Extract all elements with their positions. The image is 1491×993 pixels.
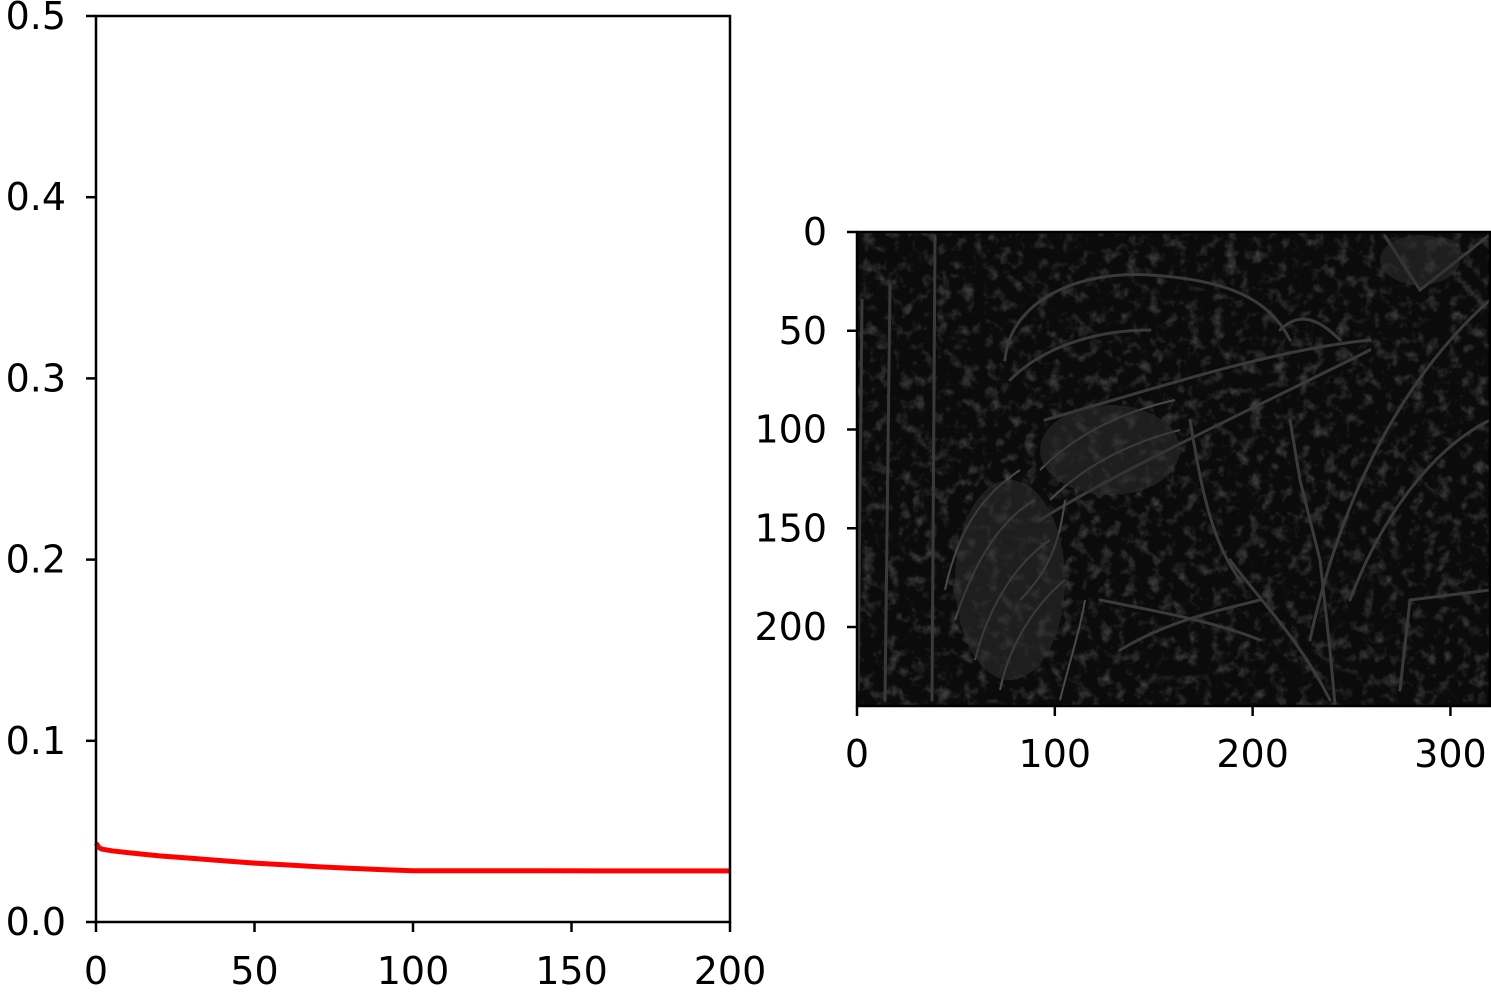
x-tick-label: 50 xyxy=(230,949,278,993)
x-axis: 0 50 100 150 200 xyxy=(84,922,766,993)
image-y-tick-label: 100 xyxy=(754,408,827,452)
x-tick-label: 100 xyxy=(377,949,450,993)
y-tick-label: 0.3 xyxy=(6,356,66,400)
y-tick-label: 0.2 xyxy=(6,538,66,582)
image-y-tick-label: 200 xyxy=(754,605,827,649)
x-tick-label: 150 xyxy=(535,949,608,993)
y-tick-label: 0.5 xyxy=(6,0,66,38)
image-x-tick-label: 200 xyxy=(1216,732,1289,776)
image-y-tick-label: 150 xyxy=(754,506,827,550)
image-y-axis: 0 50 100 150 200 xyxy=(754,210,857,649)
loss-curve xyxy=(93,841,730,874)
image-x-tick-label: 100 xyxy=(1019,732,1092,776)
image-y-tick-label: 0 xyxy=(803,210,827,254)
image-x-tick-label: 300 xyxy=(1414,732,1487,776)
image-frame xyxy=(855,230,1491,708)
line-chart: 0 50 100 150 200 0.0 0.1 0.2 0.3 0.4 0.5 xyxy=(6,0,767,993)
line-plot-area xyxy=(96,16,730,922)
image-panel: 0 100 200 300 0 50 100 150 200 xyxy=(754,210,1491,776)
y-axis: 0.0 0.1 0.2 0.3 0.4 0.5 xyxy=(6,0,96,944)
x-tick-label: 200 xyxy=(694,949,767,993)
image-x-axis: 0 100 200 300 xyxy=(845,706,1487,776)
edge-image xyxy=(857,232,1490,706)
y-tick-label: 0.0 xyxy=(6,900,66,944)
y-tick-label: 0.1 xyxy=(6,719,66,763)
image-y-tick-label: 50 xyxy=(779,309,827,353)
x-tick-label: 0 xyxy=(84,949,108,993)
y-tick-label: 0.4 xyxy=(6,175,66,219)
image-x-tick-label: 0 xyxy=(845,732,869,776)
